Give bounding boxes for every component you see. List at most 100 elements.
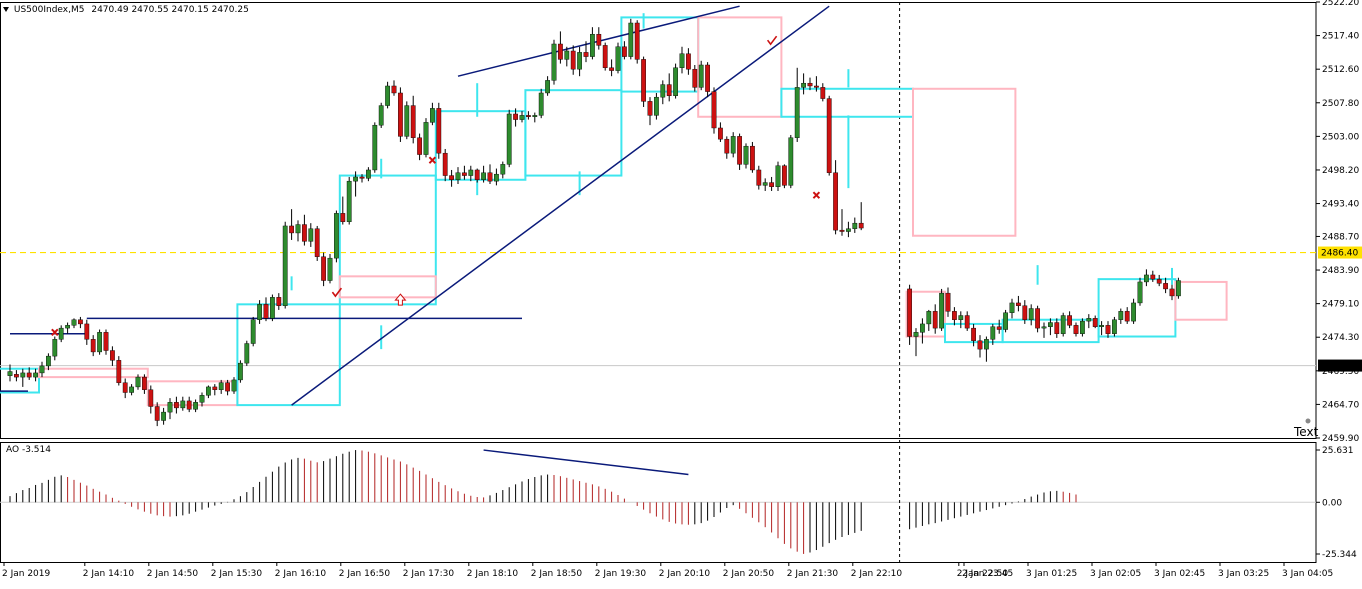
- candle-body: [462, 172, 467, 176]
- check-marker: [766, 35, 778, 46]
- candle-body: [622, 46, 627, 57]
- candle-body: [487, 172, 493, 182]
- cyan-range-box: [0, 367, 40, 394]
- candle: [1150, 270, 1156, 282]
- candle-body: [564, 50, 570, 60]
- candle: [237, 360, 243, 383]
- candle: [13, 370, 19, 382]
- main-panel-frame: [0, 2, 1317, 439]
- candle-body: [971, 327, 977, 341]
- price-tick-label: 2469.50: [1322, 367, 1359, 377]
- time-label: 2 Jan 16:10: [275, 569, 327, 579]
- candle-body: [705, 64, 711, 92]
- candle-body: [628, 22, 634, 57]
- candle: [920, 318, 925, 344]
- candle-body: [58, 327, 64, 340]
- candle-body: [193, 402, 198, 410]
- candle: [103, 329, 109, 355]
- time-label: 2 Jan 14:50: [147, 569, 199, 579]
- candle-body: [1169, 288, 1175, 297]
- candle-body: [282, 225, 288, 306]
- candle: [423, 118, 429, 158]
- candle: [718, 122, 723, 142]
- pink-range-box: [38, 367, 149, 379]
- candle: [1060, 312, 1066, 337]
- candle-body: [340, 213, 346, 222]
- candle: [1067, 311, 1073, 329]
- cyan-range-box: [236, 303, 341, 407]
- candle-body: [353, 176, 358, 182]
- candle: [570, 45, 576, 75]
- candle-body: [346, 180, 352, 222]
- candle-body: [590, 33, 595, 57]
- candle: [148, 385, 154, 414]
- candle-body: [782, 165, 787, 186]
- candle: [692, 64, 698, 92]
- candle-body: [570, 50, 576, 70]
- candle: [558, 31, 563, 64]
- candle: [545, 76, 551, 96]
- candle-body: [1035, 308, 1041, 329]
- current-price-badge: [1318, 359, 1362, 372]
- candle-body: [852, 222, 858, 229]
- candle-body: [141, 376, 147, 390]
- cross-marker: [51, 328, 59, 337]
- candle: [602, 42, 608, 71]
- candle: [46, 353, 51, 371]
- candle: [186, 396, 192, 413]
- candle-body: [1022, 305, 1028, 320]
- candle: [826, 95, 832, 176]
- candle-body: [666, 84, 672, 96]
- candle: [913, 328, 919, 357]
- candle-body: [1124, 311, 1130, 322]
- price-tick-label: 2464.70: [1322, 400, 1359, 410]
- candle-body: [468, 169, 474, 176]
- candle-body: [788, 137, 794, 186]
- candle-body: [558, 43, 563, 60]
- text-object[interactable]: Text: [1294, 425, 1319, 439]
- candle-body: [180, 400, 186, 409]
- candle-body: [932, 311, 938, 329]
- time-label: 2 Jan 19:30: [595, 569, 647, 579]
- candle-body: [724, 138, 730, 154]
- current-price-label: 2470.25: [1321, 362, 1358, 372]
- trend-line: [291, 5, 830, 406]
- candle-body: [385, 85, 390, 106]
- time-label: 2 Jan 18:10: [467, 569, 519, 579]
- candle: [270, 294, 275, 322]
- candle: [385, 81, 390, 109]
- price-tick-label: 2503.00: [1322, 132, 1359, 142]
- candle-body: [1073, 325, 1079, 334]
- candle-body: [1131, 302, 1137, 322]
- candle: [926, 309, 932, 331]
- candle-body: [1028, 308, 1034, 320]
- candle: [628, 18, 634, 60]
- candle: [308, 223, 314, 247]
- candle: [1137, 277, 1143, 306]
- candle: [596, 27, 602, 50]
- candle-body: [1092, 318, 1098, 327]
- candle: [506, 109, 512, 168]
- candle-body: [302, 224, 307, 242]
- candle-body: [711, 91, 717, 129]
- time-label: 2 Jan 2019: [2, 569, 50, 579]
- candle: [314, 225, 320, 261]
- candle-body: [398, 92, 403, 137]
- candle-body: [858, 222, 864, 229]
- candle: [538, 88, 544, 119]
- candle: [609, 59, 615, 77]
- candle: [487, 164, 493, 184]
- candle: [820, 83, 826, 102]
- candle-body: [913, 332, 919, 337]
- candle: [1163, 277, 1169, 294]
- candle-body: [775, 165, 781, 187]
- candle-body: [820, 87, 826, 99]
- candle-body: [526, 115, 531, 117]
- candle: [1131, 298, 1137, 324]
- candle: [634, 20, 640, 64]
- candle-body: [26, 372, 32, 378]
- cross-marker: [428, 156, 437, 164]
- time-label: 3 Jan 04:05: [1282, 569, 1333, 579]
